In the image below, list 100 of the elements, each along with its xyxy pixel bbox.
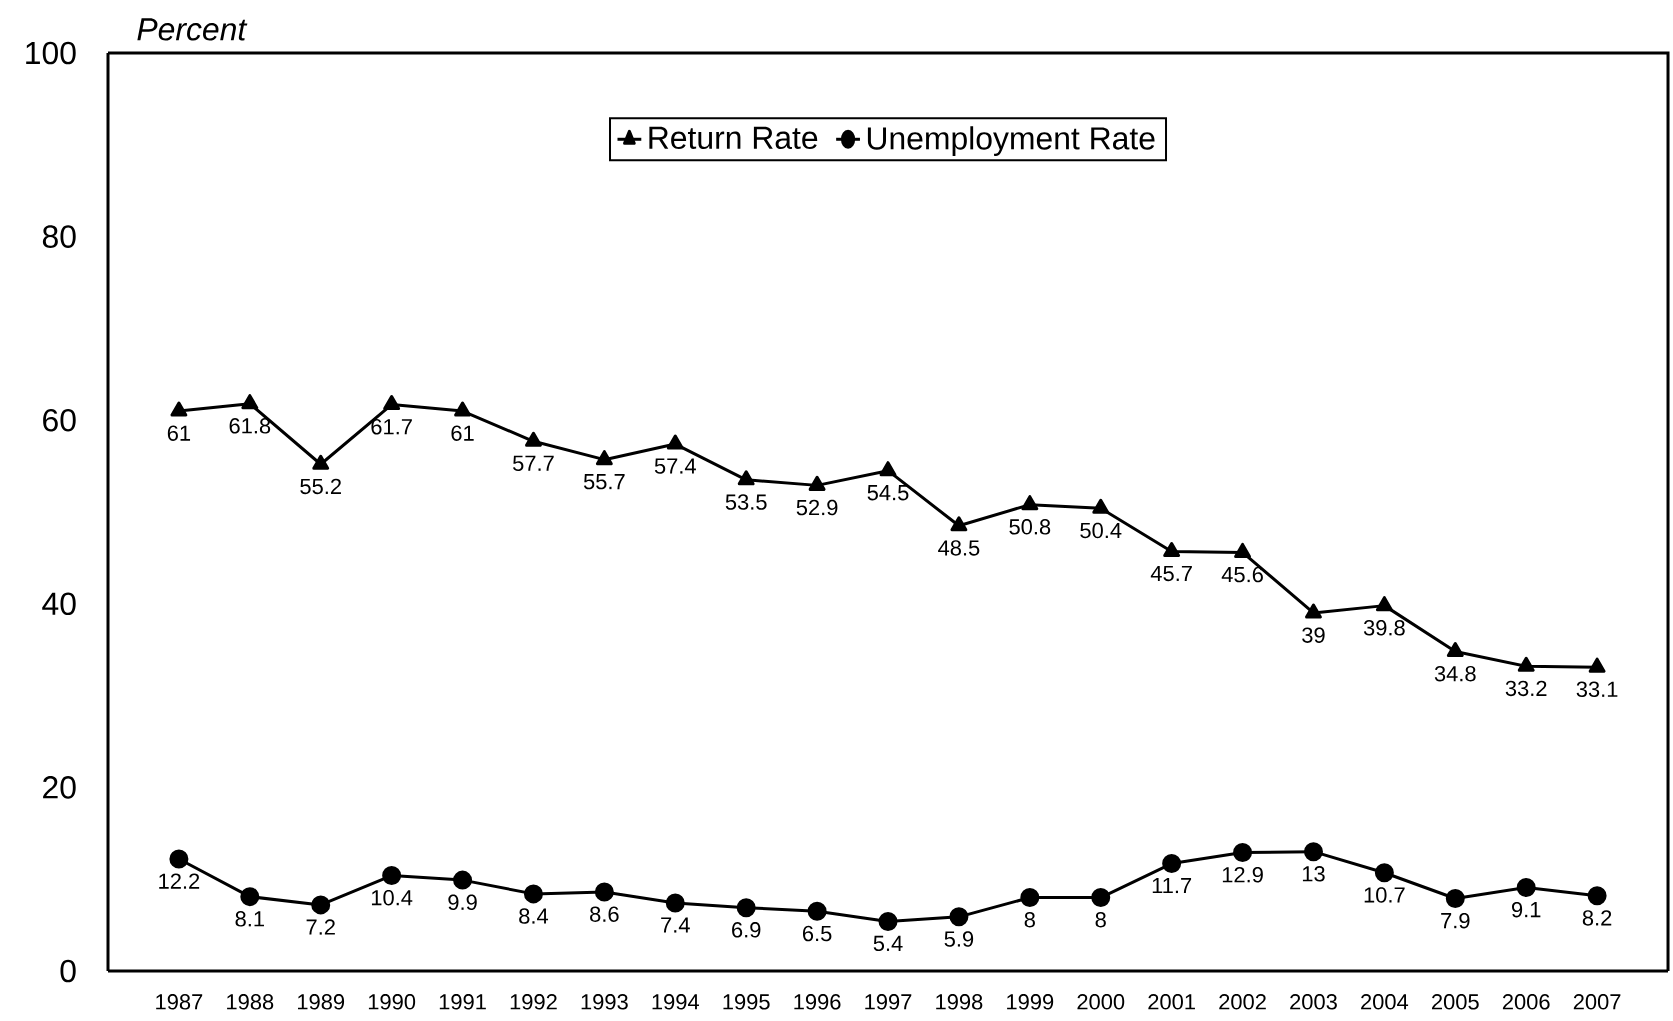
data-label: 5.4 <box>873 935 903 952</box>
x-tick-label: 1995 <box>723 994 770 1010</box>
data-label: 6.5 <box>802 925 832 942</box>
point <box>1588 657 1606 673</box>
point <box>879 461 897 477</box>
data-label: 9.9 <box>448 894 477 911</box>
data-label: 10.7 <box>1364 887 1405 903</box>
data-label: 39 <box>1302 627 1325 643</box>
point <box>666 434 684 450</box>
point <box>1374 863 1394 883</box>
x-tick-label: 2006 <box>1502 994 1550 1010</box>
data-label: 61 <box>451 425 474 441</box>
x-tick-label: 1988 <box>227 994 274 1010</box>
data-label: 54.5 <box>867 485 909 501</box>
x-tick-label: 1991 <box>439 994 486 1010</box>
point <box>1163 541 1181 557</box>
point <box>1445 888 1465 908</box>
point <box>1305 603 1322 619</box>
x-tick-label: 1997 <box>865 994 912 1010</box>
data-label: 33.2 <box>1505 680 1547 697</box>
point <box>454 401 471 417</box>
x-tick-label: 2004 <box>1361 994 1409 1010</box>
data-label: 6.9 <box>732 922 761 938</box>
data-label: 61.8 <box>229 418 271 434</box>
point <box>1446 642 1464 658</box>
data-label: 55.7 <box>583 474 625 490</box>
data-label: 61.7 <box>371 419 412 435</box>
y-axis-title: Percent <box>137 18 248 41</box>
data-label: 9.1 <box>1512 901 1541 918</box>
data-label: 34.8 <box>1434 665 1476 682</box>
point <box>523 884 543 904</box>
data-label: 11.7 <box>1152 878 1192 894</box>
y-tick-label: 0 <box>60 959 76 983</box>
x-tick-label: 1992 <box>510 994 557 1010</box>
point <box>736 898 756 918</box>
data-label: 8.6 <box>590 906 619 922</box>
point <box>1303 842 1323 862</box>
data-label: 5.9 <box>944 931 974 947</box>
data-label: 8.2 <box>1582 910 1612 926</box>
point <box>312 454 330 470</box>
y-tick-label: 80 <box>42 225 76 248</box>
x-tick-label: 1990 <box>368 994 416 1010</box>
point <box>1021 495 1039 511</box>
data-label: 52.9 <box>796 499 838 516</box>
point <box>594 882 614 902</box>
point <box>595 450 613 466</box>
x-tick-label: 2001 <box>1148 994 1195 1010</box>
x-tick-label: 2002 <box>1219 994 1266 1010</box>
data-label: 50.4 <box>1080 522 1122 539</box>
point <box>878 911 898 931</box>
point <box>1375 596 1393 612</box>
data-label: 39.8 <box>1363 620 1405 636</box>
x-tick-label: 2003 <box>1290 994 1337 1010</box>
point <box>807 901 827 921</box>
point <box>241 394 259 410</box>
x-tick-label: 1989 <box>298 994 345 1010</box>
x-tick-label: 1996 <box>794 994 841 1010</box>
data-label: 57.4 <box>654 458 696 474</box>
point <box>1517 656 1535 672</box>
point <box>382 866 402 886</box>
data-label: 48.5 <box>938 540 980 556</box>
y-tick-label: 20 <box>43 776 76 799</box>
point <box>1162 854 1182 874</box>
data-label: 33.1 <box>1576 681 1618 698</box>
data-label: 8 <box>1024 911 1035 928</box>
x-tick-label: 1993 <box>581 994 628 1010</box>
data-label: 13 <box>1302 866 1325 882</box>
data-label: 57.7 <box>513 455 554 471</box>
data-label: 10.4 <box>371 889 413 906</box>
point <box>665 893 685 913</box>
legend-label: Return Rate <box>649 126 818 150</box>
x-tick-label: 2005 <box>1432 994 1479 1010</box>
point <box>949 907 969 927</box>
point <box>1587 886 1607 906</box>
point <box>1020 888 1040 908</box>
x-tick-label: 2007 <box>1573 994 1621 1010</box>
data-label: 45.7 <box>1150 565 1192 582</box>
data-label: 7.2 <box>306 919 335 935</box>
point <box>1234 542 1251 558</box>
point <box>808 475 826 491</box>
point <box>383 395 401 411</box>
point <box>453 870 473 890</box>
point <box>311 895 331 915</box>
point <box>169 849 189 869</box>
y-tick-label: 60 <box>43 408 76 432</box>
data-label: 12.2 <box>159 873 200 889</box>
point <box>240 887 260 907</box>
x-tick-label: 1998 <box>936 994 983 1010</box>
x-tick-label: 1994 <box>652 994 699 1010</box>
y-tick-label: 100 <box>26 41 76 65</box>
data-label: 8.4 <box>519 908 549 924</box>
data-label: 8.1 <box>235 911 264 927</box>
data-label: 50.8 <box>1009 519 1051 535</box>
data-label: 7.4 <box>661 917 690 933</box>
data-label: 12.9 <box>1222 867 1263 883</box>
data-label: 7.9 <box>1441 912 1470 929</box>
data-label: 53.5 <box>725 494 767 510</box>
point <box>170 401 188 417</box>
x-tick-label: 1999 <box>1007 994 1054 1010</box>
point <box>525 431 542 447</box>
